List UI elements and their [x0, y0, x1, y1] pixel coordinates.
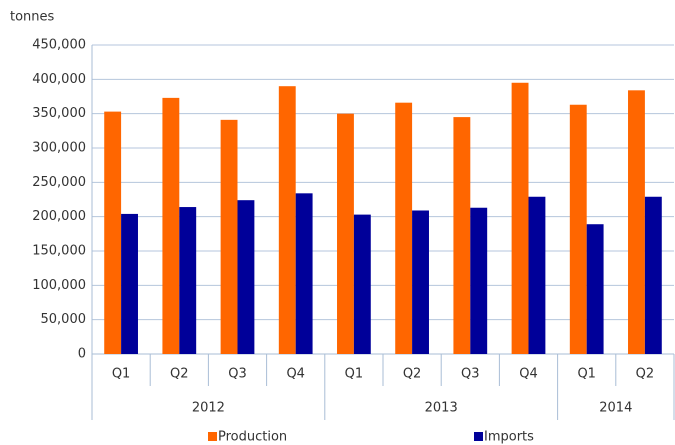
- bar: [528, 196, 546, 354]
- bar: [220, 119, 238, 354]
- y-tick-label: 150,000: [32, 244, 86, 259]
- bar: [453, 117, 471, 354]
- bar: [278, 86, 296, 354]
- x-tick-label: Q1: [345, 367, 364, 382]
- x-tick-label: Q4: [286, 367, 305, 382]
- y-tick-label: 350,000: [32, 106, 86, 121]
- bar: [569, 104, 587, 355]
- bar: [628, 90, 645, 354]
- group-label: 2012: [192, 401, 225, 416]
- group-label: 2013: [425, 401, 458, 416]
- x-tick-label: Q2: [403, 367, 422, 382]
- x-tick-label: Q2: [170, 367, 189, 382]
- bar: [353, 214, 371, 354]
- y-tick-label: 400,000: [32, 72, 86, 87]
- x-tick-label: Q4: [519, 367, 538, 382]
- y-axis-label: tonnes: [10, 10, 55, 25]
- bar: [237, 200, 255, 354]
- y-tick-label: 200,000: [32, 209, 86, 224]
- y-tick-label: 250,000: [32, 175, 86, 190]
- bar: [104, 111, 122, 355]
- bar: [179, 207, 197, 354]
- x-tick-label: Q1: [112, 367, 131, 382]
- bar: [470, 207, 488, 354]
- y-tick-label: 50,000: [41, 312, 87, 327]
- y-tick-label: 300,000: [32, 141, 86, 156]
- bar: [162, 97, 180, 354]
- legend-swatch: [474, 432, 483, 441]
- legend-label: Production: [218, 430, 287, 445]
- y-tick-label: 0: [78, 347, 86, 362]
- bar: [412, 210, 429, 354]
- bar: [337, 113, 354, 355]
- x-tick-label: Q1: [577, 367, 596, 382]
- y-tick-label: 450,000: [32, 38, 86, 53]
- bar: [121, 213, 138, 354]
- legend-swatch: [208, 432, 217, 441]
- bar: [586, 224, 604, 354]
- x-tick-label: Q3: [461, 367, 480, 382]
- bar: [395, 102, 413, 355]
- x-tick-label: Q2: [636, 367, 655, 382]
- bar: [295, 193, 313, 354]
- x-tick-label: Q3: [228, 367, 247, 382]
- group-label: 2014: [599, 401, 632, 416]
- bar: [511, 82, 529, 355]
- y-tick-label: 100,000: [32, 278, 86, 293]
- legend-label: Imports: [484, 430, 534, 445]
- bar: [644, 196, 662, 354]
